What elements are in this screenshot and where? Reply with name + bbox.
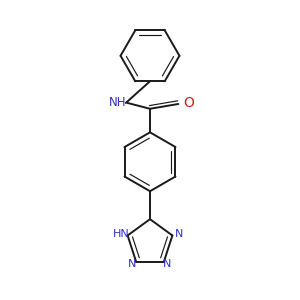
- Text: HN: HN: [113, 229, 130, 239]
- Text: N: N: [128, 259, 136, 269]
- Text: O: O: [183, 96, 194, 110]
- Text: NH: NH: [109, 96, 126, 110]
- Text: N: N: [163, 259, 171, 269]
- Text: N: N: [175, 229, 183, 239]
